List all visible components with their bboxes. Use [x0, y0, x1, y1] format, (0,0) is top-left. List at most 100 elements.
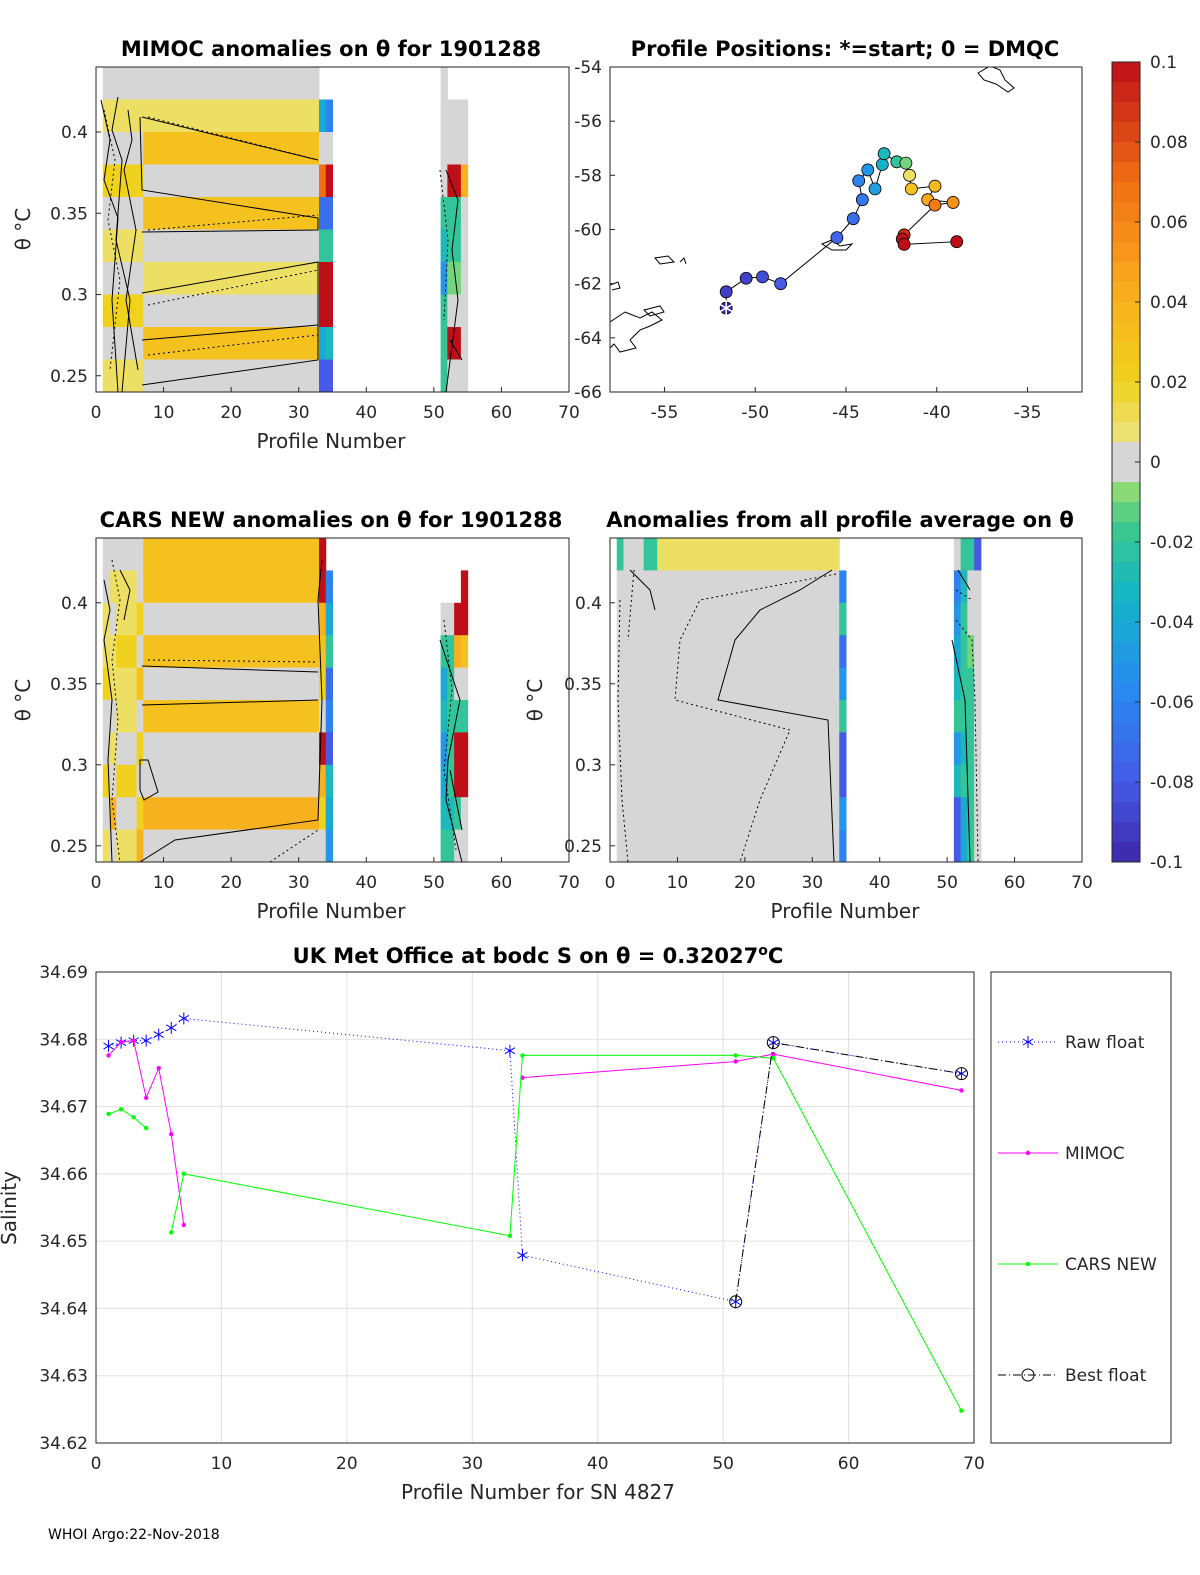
data-point: [131, 1038, 136, 1043]
heatmap-cell: [460, 829, 469, 862]
colorbar-step: [1112, 82, 1140, 103]
heatmap-cell: [318, 700, 327, 733]
y-tick-label: 34.65: [39, 1232, 88, 1252]
contour-line: [629, 569, 656, 611]
heatmap-cell: [657, 635, 840, 669]
heatmap-cell: [136, 700, 144, 733]
contour-line: [139, 759, 159, 801]
profile-position-marker: [739, 271, 753, 285]
y-tick-label: 0.3: [61, 286, 88, 306]
x-tick-label: 50: [423, 873, 445, 893]
heatmap-cell: [325, 327, 333, 360]
contour-line-dotted: [439, 169, 449, 321]
heatmap-cell: [460, 327, 469, 360]
colorbar-step: [1112, 202, 1140, 223]
mimoc-y-label: θ °C: [11, 208, 35, 251]
heatmap-cell: [116, 764, 138, 798]
colorbar-step: [1112, 502, 1140, 523]
heatmap-cell: [643, 829, 658, 862]
positions-plot-background: [610, 67, 1082, 392]
heatmap-cell: [318, 294, 327, 328]
x-tick-label: 60: [838, 1454, 860, 1474]
heatmap-cell: [136, 602, 144, 636]
heatmap-cell: [325, 229, 333, 263]
colorbar-tick-label: -0.1: [1150, 853, 1183, 873]
cars-heatmap: [102, 538, 469, 862]
profile-position-marker: [928, 179, 942, 193]
contour-line-dotted: [617, 599, 629, 862]
data-point: [118, 1039, 124, 1045]
heatmap-cell: [974, 732, 982, 766]
legend-entries: Raw float MIMOC CARS NEW Best float: [998, 1033, 1157, 1386]
y-tick-label: -60: [574, 221, 602, 241]
heatmap-cell: [960, 797, 968, 831]
heatmap-cell: [116, 667, 138, 701]
legend: Raw float MIMOC CARS NEW Best float: [990, 971, 1172, 1444]
colorbar-tick-label: -0.06: [1150, 693, 1194, 713]
mimoc-heatmap: [102, 67, 469, 392]
heatmap-cell: [616, 732, 624, 766]
heatmap-cell: [657, 732, 840, 766]
heatmap-cell: [967, 635, 975, 669]
heatmap-cell: [616, 797, 624, 831]
heatmap-cell: [143, 132, 320, 165]
heatmap-cell: [953, 732, 962, 766]
heatmap-cell: [839, 602, 847, 636]
heatmap-cell: [967, 829, 975, 862]
data-point: [165, 1021, 177, 1034]
float-track: [718, 147, 964, 317]
heatmap-cell: [102, 570, 111, 604]
mimoc-anomaly-panel: MIMOC anomalies on θ for 1901288 0 10 20 30…: [11, 37, 580, 453]
profile-position-marker: [928, 198, 942, 212]
x-tick-label: 60: [1004, 873, 1026, 893]
legend-label: CARS NEW: [1065, 1255, 1157, 1275]
heatmap-cell: [325, 570, 333, 604]
y-tick-label: 34.66: [39, 1165, 88, 1185]
heatmap-cell: [318, 132, 327, 165]
heatmap-cell: [454, 602, 462, 636]
salinity-series: [103, 1012, 968, 1413]
heatmap-cell: [974, 635, 982, 669]
y-tick-label: -62: [574, 275, 602, 295]
avg-y-label: θ °C: [523, 679, 547, 722]
data-point: [156, 1066, 161, 1071]
heatmap-cell: [440, 359, 448, 392]
x-tick-label: 20: [220, 403, 242, 423]
colorbar-step: [1112, 582, 1140, 603]
heatmap-cell: [318, 99, 327, 133]
heatmap-cell: [109, 570, 117, 604]
heatmap-cell: [440, 99, 448, 133]
colorbar-step: [1112, 522, 1140, 543]
heatmap-cell: [116, 635, 138, 669]
contour-line-dotted: [627, 569, 635, 641]
profile-position-marker: [774, 277, 788, 291]
x-tick-label: 50: [936, 873, 958, 893]
heatmap-cell: [318, 538, 327, 571]
colorbar-tick-label: 0: [1150, 453, 1161, 473]
heatmap-cell: [440, 67, 448, 100]
data-point: [1022, 1036, 1034, 1048]
heatmap-cell: [325, 732, 333, 766]
x-tick-label: -35: [1014, 403, 1042, 423]
heatmap-cell: [143, 667, 320, 701]
data-point: [178, 1012, 190, 1025]
series-line: [735, 1042, 962, 1302]
data-point: [181, 1222, 186, 1228]
heatmap-cell: [318, 229, 327, 263]
colorbar-step: [1112, 442, 1140, 463]
heatmap-cell: [960, 667, 968, 701]
colorbar-step: [1112, 822, 1140, 843]
colorbar-step: [1112, 122, 1140, 143]
heatmap-cell: [440, 700, 448, 733]
heatmap-cell: [960, 635, 968, 669]
heatmap-cell: [974, 602, 982, 636]
contour-line: [951, 639, 971, 862]
colorbar-step: [1112, 162, 1140, 183]
contour-line: [957, 569, 971, 591]
profile-position-marker: [756, 270, 769, 284]
contour-line: [139, 559, 323, 862]
x-tick-label: 70: [963, 1454, 985, 1474]
start-asterisk-marker: [718, 300, 734, 317]
y-tick-label: 0.35: [50, 204, 88, 224]
heatmap-cell: [967, 797, 975, 831]
